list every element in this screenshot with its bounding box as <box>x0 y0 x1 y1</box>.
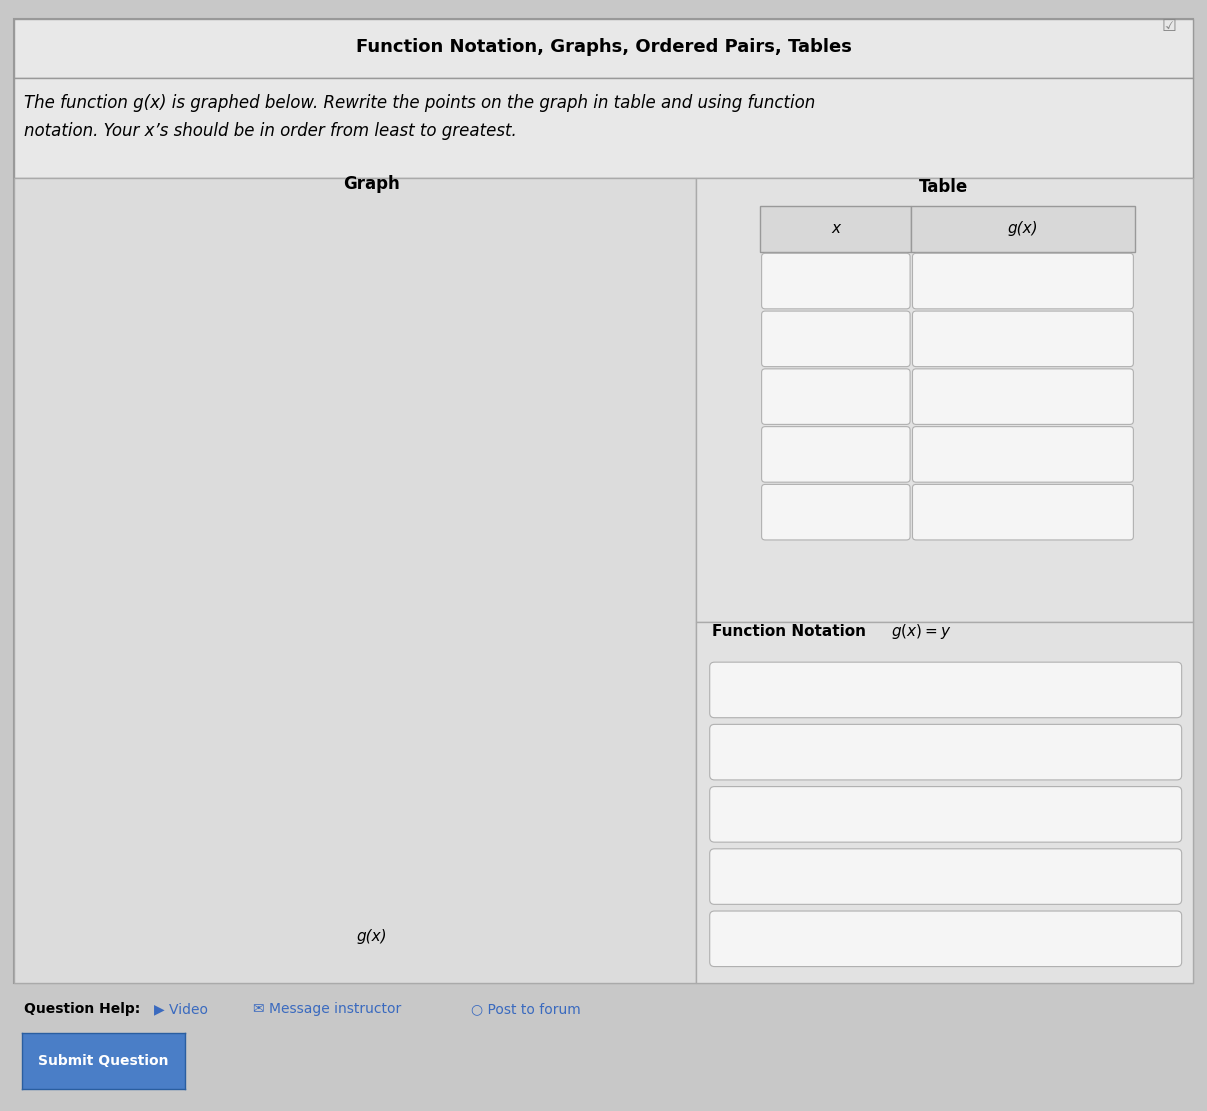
Text: ✉ Message instructor: ✉ Message instructor <box>253 1002 402 1017</box>
Text: Submit Question: Submit Question <box>37 1054 169 1068</box>
Point <box>215 801 234 819</box>
Text: x: x <box>832 221 840 237</box>
Text: Graph: Graph <box>343 176 401 193</box>
Text: ▶ Video: ▶ Video <box>154 1002 209 1017</box>
Text: ○ Post to forum: ○ Post to forum <box>471 1002 581 1017</box>
Text: Function Notation: Function Notation <box>712 623 871 639</box>
Point <box>420 552 439 570</box>
Text: ☑: ☑ <box>1162 17 1177 34</box>
Text: Question Help:: Question Help: <box>24 1002 140 1017</box>
Point <box>361 659 380 677</box>
Text: Table: Table <box>920 178 968 196</box>
Text: $g(x) = y$: $g(x) = y$ <box>891 621 951 641</box>
Text: g(x): g(x) <box>1008 221 1038 237</box>
Point <box>508 446 527 463</box>
Text: The function g(x) is graphed below. Rewrite the points on the graph in table and: The function g(x) is graphed below. Rewr… <box>24 94 816 112</box>
Text: g(x): g(x) <box>356 929 387 944</box>
Point <box>186 837 205 854</box>
Text: notation. Your x’s should be in order from least to greatest.: notation. Your x’s should be in order fr… <box>24 122 517 140</box>
Text: Function Notation, Graphs, Ordered Pairs, Tables: Function Notation, Graphs, Ordered Pairs… <box>356 38 851 56</box>
